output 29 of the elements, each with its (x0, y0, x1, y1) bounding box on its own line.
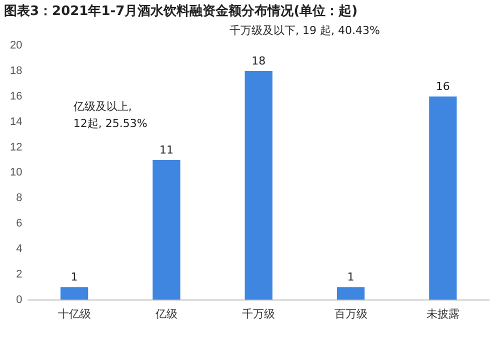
y-tick-label: 8 (16, 192, 22, 204)
chart-title: 图表3：2021年1-7月酒水饮料融资金额分布情况(单位：起) (4, 3, 358, 20)
y-tick-label: 10 (10, 166, 22, 179)
data-label: 11 (159, 143, 174, 156)
y-tick-label: 2 (16, 268, 22, 280)
x-tick-label: 亿级 (154, 308, 178, 320)
data-label: 16 (436, 80, 450, 93)
x-tick-label: 十亿级 (58, 307, 91, 320)
x-tick-label: 千万级 (242, 307, 276, 320)
text: 千万级及以下, 19 起, 40.43% (229, 23, 380, 40)
bar (152, 160, 180, 300)
data-label: 1 (70, 270, 78, 284)
x-tick-label: 未披露 (426, 307, 460, 320)
y-tick-label: 20 (10, 40, 22, 52)
y-tick-label: 0 (16, 294, 22, 306)
y-tick-label: 16 (10, 90, 22, 102)
annotation: 亿级及以上, 12起, 25.53% (73, 99, 148, 132)
bar (429, 96, 457, 300)
bar (244, 71, 272, 300)
bar (336, 287, 365, 300)
y-tick-label: 12 (10, 141, 22, 154)
y-tick-label: 6 (16, 218, 22, 230)
y-tick-label: 18 (10, 65, 22, 78)
data-label: 18 (252, 54, 266, 68)
x-tick-label: 百万级 (334, 308, 368, 320)
y-tick-label: 14 (10, 116, 22, 128)
data-label: 1 (347, 270, 354, 284)
y-tick-label: 4 (16, 242, 22, 255)
bar (60, 287, 88, 300)
